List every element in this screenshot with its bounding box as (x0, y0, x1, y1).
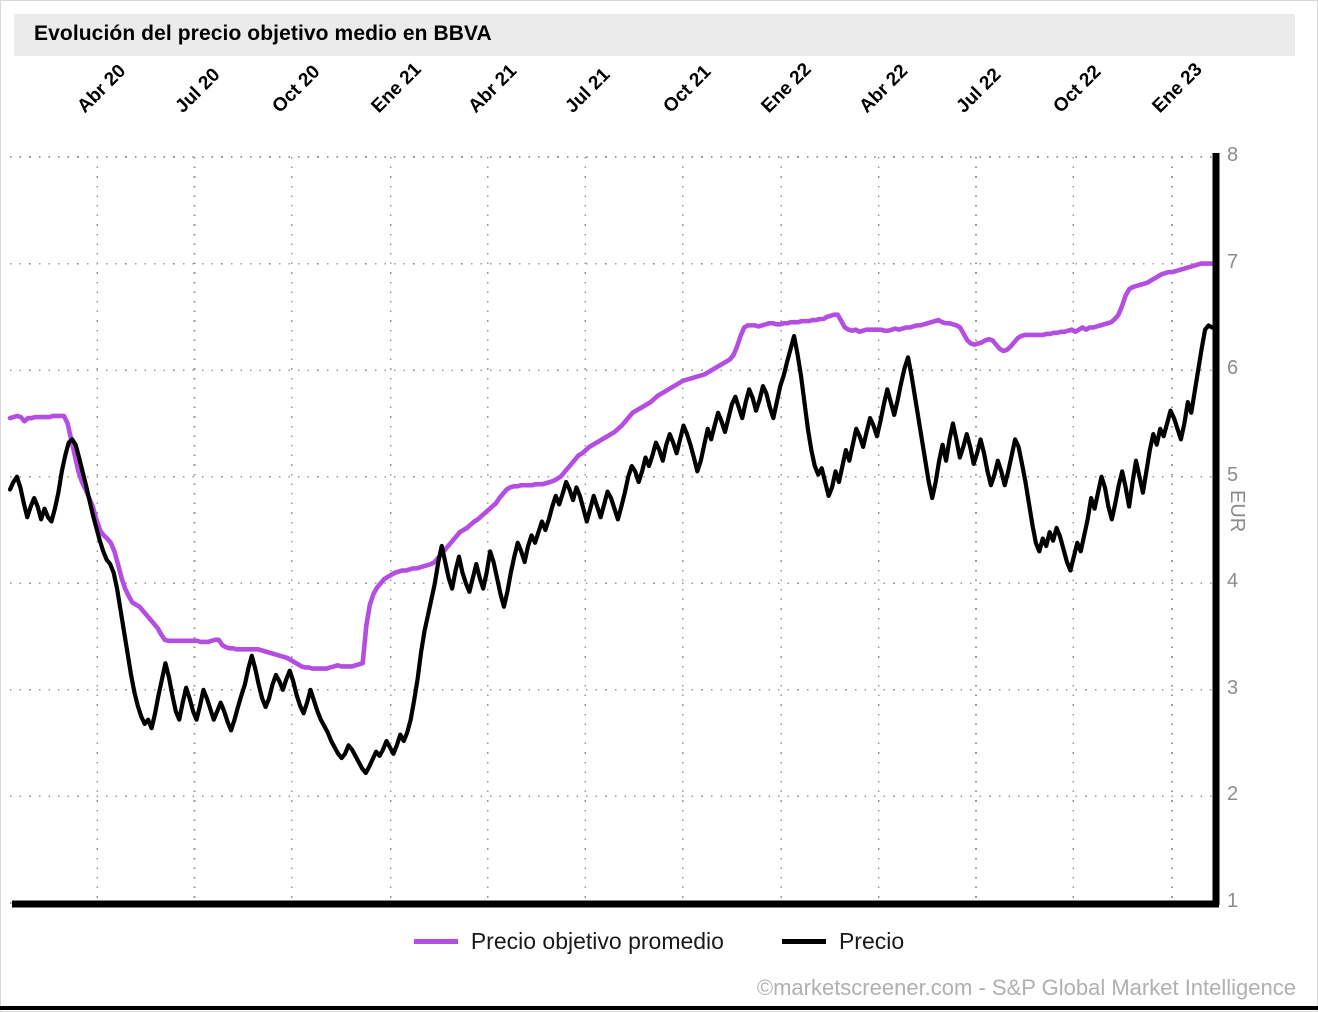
chart-title-bar (14, 14, 1295, 56)
legend-swatch-price (781, 939, 826, 944)
series-line-price (7, 323, 1215, 776)
bottom-rule (0, 1006, 1318, 1010)
footer-credit: ©marketscreener.com - S&P Global Market … (756, 975, 1296, 1000)
y-tick-label: 8 (1227, 144, 1239, 166)
y-axis-title: EUR (1226, 490, 1248, 533)
y-tick-label: 5 (1227, 463, 1239, 486)
series-line-target (7, 261, 1215, 671)
y-tick-label: 7 (1227, 250, 1239, 273)
page-title: Evolución del precio objetivo medio en B… (34, 22, 492, 45)
y-tick-label: 2 (1227, 783, 1239, 806)
legend-swatch-target (413, 939, 458, 944)
chart-legend: Precio objetivo promedio Precio (0, 928, 1318, 955)
y-tick-label: 3 (1227, 676, 1239, 699)
y-tick-label: 4 (1227, 570, 1239, 593)
legend-item-price[interactable]: Precio (781, 928, 905, 955)
legend-item-target[interactable]: Precio objetivo promedio (413, 928, 724, 955)
legend-label-price: Precio (838, 928, 905, 954)
y-tick-label: 6 (1227, 357, 1239, 380)
y-tick-label: 1 (1227, 890, 1239, 912)
legend-label-target: Precio objetivo promedio (470, 928, 724, 954)
